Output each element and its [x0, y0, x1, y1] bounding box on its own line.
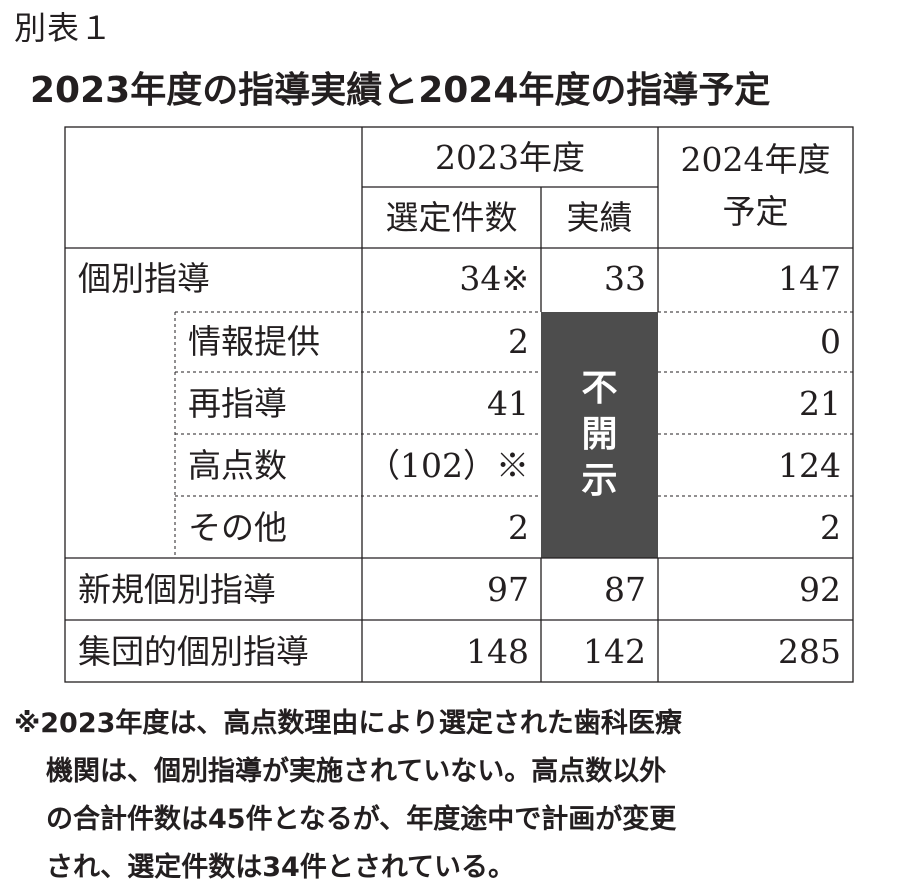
footnote: ※2023年度は、高点数理由により選定された歯科医療 機関は、個別指導が実施され… [14, 700, 889, 892]
header-actual: 実績 [566, 198, 633, 237]
actual-value: 87 [604, 570, 646, 609]
header-2024-line2: 予定 [722, 192, 789, 231]
row-label: 集団的個別指導 [78, 632, 309, 671]
footnote-line: ※2023年度は、高点数理由により選定された歯科医療 [14, 708, 682, 739]
row-label: 再指導 [188, 384, 287, 423]
row-label: 情報提供 [188, 322, 320, 361]
selected-value: 2 [508, 322, 529, 361]
selected-value: 148 [466, 632, 529, 671]
header-selected-count: 選定件数 [385, 198, 518, 237]
plan-value: 21 [799, 384, 841, 423]
redacted-char: 開 [581, 414, 618, 455]
row-label: 高点数 [188, 446, 287, 485]
redacted-block [541, 312, 658, 558]
table-label: 別表１ [14, 9, 114, 47]
header-2023: 2023年度 [435, 138, 585, 177]
row-label: 個別指導 [78, 259, 210, 298]
actual-value: 33 [604, 259, 646, 298]
plan-value: 147 [778, 259, 841, 298]
actual-value: 142 [583, 632, 646, 671]
header-2024-line1: 2024年度 [680, 140, 831, 179]
selected-value: 41 [487, 384, 529, 423]
footnote-line: され、選定件数は34件とされている。 [46, 852, 516, 883]
redacted-label: 不 開 示 [541, 312, 658, 558]
selected-value: 34※ [459, 259, 529, 298]
selected-value: （102）※ [367, 446, 529, 485]
selected-value: 2 [508, 508, 529, 547]
row-label: その他 [188, 508, 287, 547]
footnote-line: の合計件数は45件となるが、年度途中で計画が変更 [46, 804, 677, 835]
selected-value: 97 [487, 570, 529, 609]
row-label: 新規個別指導 [78, 570, 276, 609]
redacted-char: 示 [581, 460, 618, 501]
table-title: 2023年度の指導実績と2024年度の指導予定 [30, 70, 771, 111]
plan-value: 0 [820, 322, 841, 361]
plan-value: 92 [799, 570, 841, 609]
plan-value: 2 [820, 508, 841, 547]
redacted-char: 不 [581, 368, 618, 409]
plan-value: 285 [778, 632, 841, 671]
footnote-line: 機関は、個別指導が実施されていない。高点数以外 [46, 756, 667, 787]
plan-value: 124 [778, 446, 841, 485]
